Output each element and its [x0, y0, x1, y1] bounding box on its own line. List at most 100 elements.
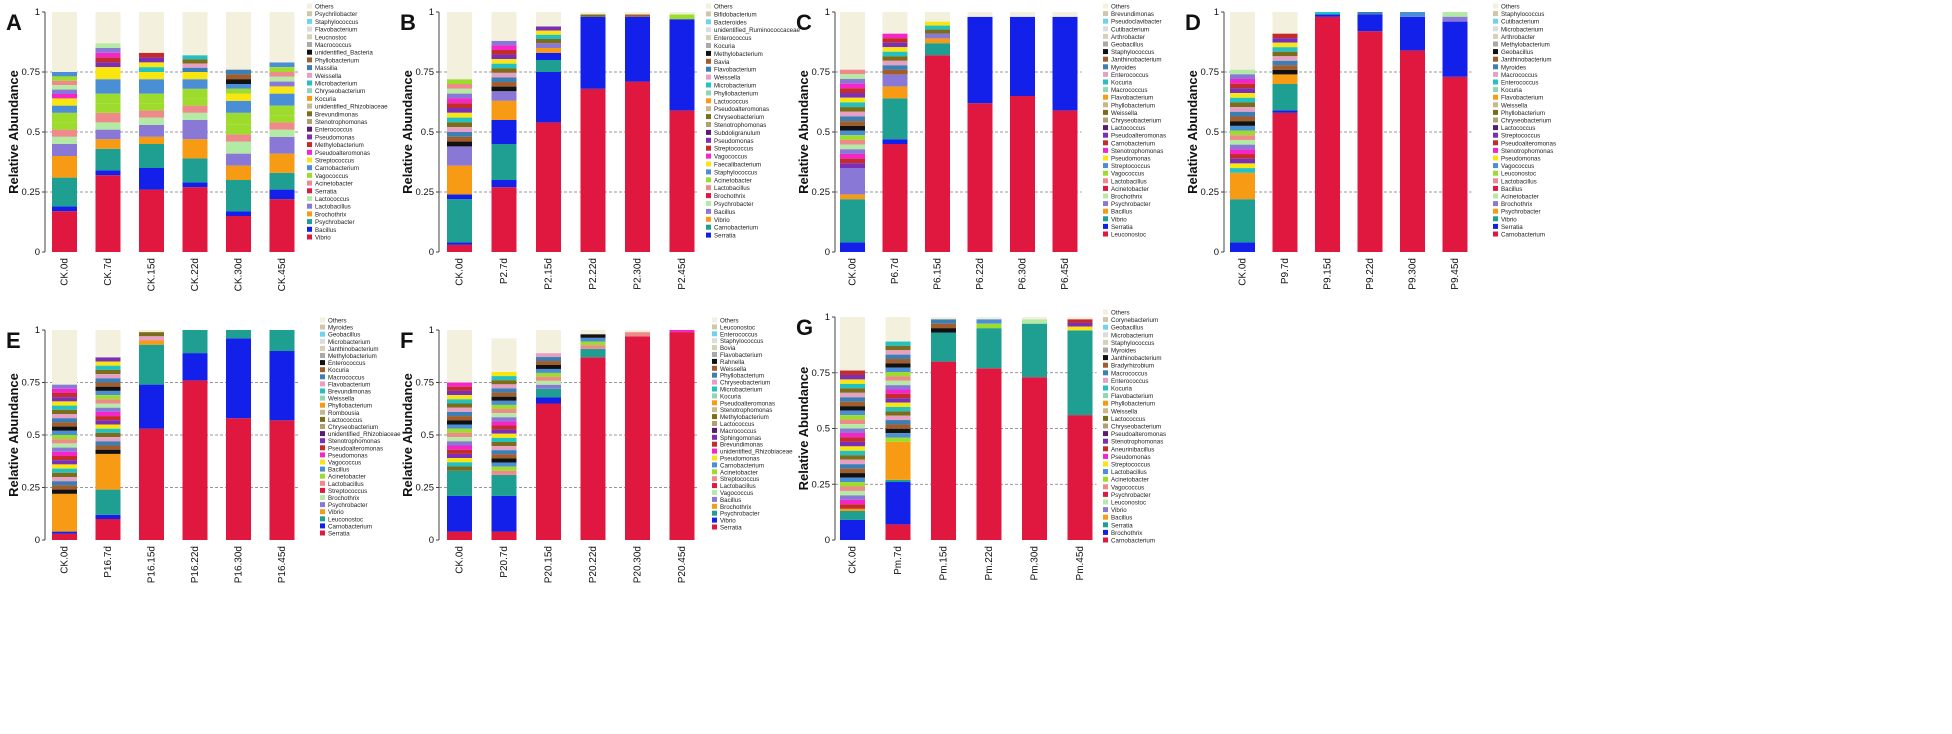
legend-label: Stenotrophomonas — [1111, 439, 1163, 446]
y-tick-label: 1 — [825, 7, 830, 18]
legend-swatch — [307, 34, 312, 40]
bar-segment-minor-genera — [95, 445, 121, 450]
legend-label: Vagococcus — [1501, 163, 1534, 170]
legend-swatch — [307, 103, 312, 109]
legend-swatch — [307, 196, 312, 201]
legend-label: Bacillus — [1111, 515, 1132, 522]
bar-segment-others — [491, 338, 517, 372]
bar-segment-minor-genera — [447, 453, 472, 459]
legend-label: Bradyrhizobium — [1111, 363, 1154, 370]
legend-swatch — [1103, 132, 1108, 138]
y-axis-label: Relative Abundance — [400, 373, 415, 497]
bar-segment-minor-genera — [882, 42, 908, 48]
bar-segment-minor-genera — [95, 411, 121, 417]
legend-swatch — [706, 153, 711, 159]
bar-segment-carnobacterium — [976, 368, 1002, 540]
bar-segment-minor-genera — [491, 396, 517, 401]
legend-label: Phyllobacterium — [1111, 401, 1155, 408]
legend-label: Brevundimonas — [720, 442, 763, 449]
bar-segment-minor-genera — [52, 72, 77, 77]
legend-swatch — [706, 27, 711, 33]
legend-swatch — [307, 226, 312, 232]
bar-segment-minor-genera — [491, 72, 517, 78]
bar-segment-minor-genera — [95, 382, 121, 387]
legend-label: Pseudoalteromonas — [1111, 431, 1166, 438]
bar-segment-minor-genera — [1230, 168, 1255, 173]
legend-label: Microbacterium — [315, 81, 357, 88]
bar-segment-minor-genera — [52, 409, 77, 414]
y-tick-label: 0.25 — [22, 187, 41, 198]
bar-segment-minor-genera — [885, 341, 911, 346]
bar-segment-minor-genera — [491, 388, 517, 393]
legend-label: Weissella — [1501, 102, 1528, 109]
legend-swatch — [1493, 56, 1498, 62]
legend-label: Methylobacterium — [1501, 42, 1550, 49]
bar-segment-minor-genera — [580, 341, 606, 346]
legend-label: Enterococcus — [328, 360, 366, 367]
panel-G: G Relative Abundance 0 0.25 0.5 0.75 1 CK.0d Pm.… — [796, 309, 1166, 580]
bar-segment-minor-genera — [885, 437, 911, 442]
bar-segment-bacillus — [447, 194, 472, 200]
legend-label: Methylobacterium — [714, 51, 763, 58]
bar-segment-carnobacterium — [52, 531, 77, 534]
bar-segment-minor-genera — [1230, 102, 1255, 108]
legend-swatch — [1103, 163, 1108, 169]
legend-swatch — [307, 72, 312, 78]
panel-letter: C — [796, 10, 812, 35]
legend-swatch — [706, 114, 711, 120]
legend-label: Bacillus — [1501, 186, 1522, 193]
bar-segment-minor-genera — [840, 482, 865, 487]
bar-segment-minor-genera — [840, 504, 865, 509]
y-tick-label: 0.25 — [812, 479, 831, 490]
bar-segment-minor-genera — [95, 420, 121, 425]
legend-swatch — [307, 65, 312, 71]
bar-segment-minor-genera — [1272, 33, 1298, 39]
legend-label: Vagococcus — [714, 154, 747, 161]
y-tick-label: 0 — [1214, 247, 1219, 258]
legend-swatch — [712, 421, 717, 426]
bar-segment-bacillus — [491, 120, 517, 144]
bar-segment-minor-genera — [625, 14, 650, 17]
bar-segment-minor-genera — [52, 76, 77, 81]
bar-segment-acinetobacter — [52, 122, 77, 130]
bar-segment-minor-genera — [52, 422, 77, 427]
bar-segment-psychrobacter — [491, 144, 517, 180]
bar-segment-vibrio — [95, 453, 121, 490]
legend-label: Cutibacterium — [1111, 26, 1149, 33]
bar-segment-minor-genera — [269, 72, 295, 77]
bar-segment-minor-genera — [840, 459, 865, 465]
legend-label: unidentified_Rhizobiaceae — [315, 104, 388, 111]
y-tick-label: 1 — [429, 7, 434, 18]
bar-segment-minor-genera — [182, 55, 208, 60]
x-tick-label: P16.7d — [103, 546, 114, 578]
bar-segment-psychrobacter — [882, 98, 908, 140]
bar-segment-leuconostoc — [925, 55, 950, 253]
bar-segment-vibrio — [139, 340, 164, 345]
legend-label: Sphingomonas — [720, 435, 761, 442]
legend-label: Psychrobacter — [1111, 201, 1151, 208]
bar-segment-minor-genera — [139, 67, 164, 72]
x-tick-label: CK.0d — [60, 546, 71, 574]
legend-swatch — [307, 149, 312, 155]
bar-segment-minor-genera — [491, 86, 517, 92]
legend-swatch — [712, 490, 717, 495]
legend-swatch — [307, 234, 312, 240]
legend-swatch — [1493, 49, 1498, 55]
legend-swatch — [712, 324, 717, 330]
legend-label: Phyllobacterium — [720, 373, 764, 380]
legend-swatch — [1103, 109, 1108, 115]
bar-segment-minor-genera — [95, 361, 121, 366]
bar-segment-minor-genera — [447, 103, 472, 108]
bar-segment-bacillus — [95, 170, 121, 176]
bar-segment-serratia — [976, 328, 1002, 369]
bar-segment-serratia — [931, 332, 956, 362]
bar-segment-minor-genera — [491, 372, 517, 377]
bar-segment-others — [139, 330, 164, 333]
bar-segment-lactococcus — [52, 136, 77, 144]
legend-label: Vibrio — [714, 217, 730, 224]
bar-segment-minor-genera — [447, 88, 472, 94]
legend-swatch — [1103, 193, 1108, 199]
bar-segment-minor-genera — [840, 441, 865, 447]
panel-letter: B — [400, 10, 416, 35]
bar-segment-minor-genera — [840, 144, 865, 150]
